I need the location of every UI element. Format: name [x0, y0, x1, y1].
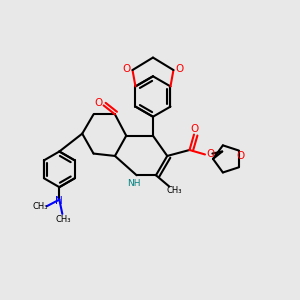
Text: O: O	[175, 64, 184, 74]
Text: O: O	[95, 98, 103, 108]
Text: O: O	[190, 124, 199, 134]
Text: O: O	[122, 64, 131, 74]
Text: CH₃: CH₃	[56, 215, 71, 224]
Text: CH₃: CH₃	[167, 186, 182, 195]
Text: O: O	[206, 148, 214, 159]
Text: O: O	[236, 152, 244, 161]
Text: CH₃: CH₃	[33, 202, 48, 211]
Text: NH: NH	[128, 179, 141, 188]
Text: N: N	[56, 196, 63, 206]
